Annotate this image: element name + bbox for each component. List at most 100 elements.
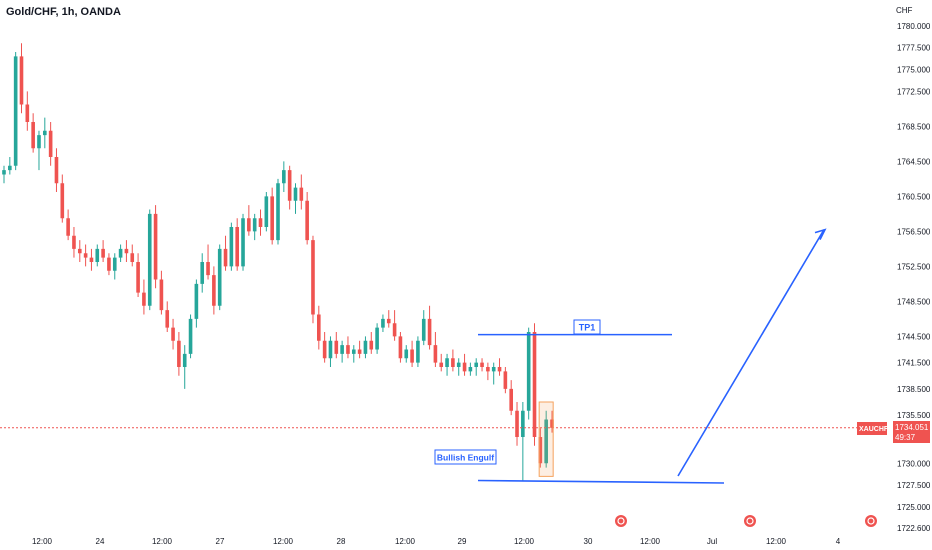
candle: [462, 353, 467, 376]
candle-body: [503, 371, 508, 389]
price-tick-label: 1722.600: [897, 524, 931, 533]
time-tick-label: 29: [458, 537, 467, 546]
candle: [25, 91, 30, 131]
candle: [31, 113, 35, 153]
candle: [264, 192, 269, 232]
candle: [445, 353, 449, 376]
time-tick-label: 24: [96, 537, 105, 546]
candle: [95, 244, 100, 267]
candle-body: [392, 323, 397, 337]
candle-body: [311, 240, 315, 315]
candle-body: [270, 196, 274, 241]
candle: [142, 279, 146, 315]
pattern-label-box[interactable]: Bullish Engulf: [434, 449, 497, 465]
price-tick-label: 1744.500: [897, 332, 931, 341]
event-icon[interactable]: [865, 515, 877, 527]
candle-body: [147, 213, 152, 306]
candle-body: [474, 362, 479, 367]
candle-body: [305, 200, 309, 241]
candle: [89, 248, 94, 271]
candle-body: [229, 227, 234, 267]
price-tick-label: 1780.000: [897, 22, 931, 31]
candle-body: [433, 345, 438, 363]
candle-body: [43, 130, 47, 136]
candle-body: [515, 410, 519, 437]
candle-body: [427, 318, 432, 346]
candle-body: [532, 332, 537, 437]
tp1-label-box[interactable]: TP1: [573, 319, 601, 335]
candle-body: [287, 170, 292, 201]
candle: [363, 336, 368, 359]
candle-body: [404, 349, 409, 359]
time-tick-label: 12:00: [152, 537, 173, 546]
candle-body: [19, 56, 24, 105]
candle: [381, 314, 385, 332]
time-tick-label: 28: [337, 537, 346, 546]
candle-body: [317, 314, 321, 341]
candle-body: [165, 310, 170, 328]
candle: [194, 279, 199, 328]
candle-body: [445, 358, 449, 367]
price-axis[interactable]: CHF 1780.000 1777.500 1775.000 1772.500 1768…: [896, 6, 931, 533]
time-tick-label: 12:00: [273, 537, 294, 546]
candle-body: [54, 157, 59, 184]
candle: [293, 183, 298, 214]
price-tick-label: 1775.000: [897, 66, 931, 75]
candle-body: [550, 419, 554, 428]
candle-body: [124, 248, 129, 254]
candle-body: [322, 340, 327, 359]
candle-body: [497, 367, 502, 372]
event-icon[interactable]: [615, 515, 627, 527]
candle: [270, 187, 274, 245]
candle: [509, 380, 513, 416]
time-axis[interactable]: 12:00 24 12:00 27 12:00 28 12:00 29 12:00 30 12:00…: [32, 537, 841, 546]
projection-arrow: [677, 229, 825, 477]
candle: [497, 358, 502, 376]
price-tick-label: 1741.500: [897, 359, 931, 368]
event-icon-ring: [746, 517, 754, 525]
candle-body: [328, 340, 333, 359]
candle-body: [194, 283, 199, 319]
candle-body: [223, 248, 228, 267]
candle-body: [136, 262, 140, 293]
time-tick-label: 12:00: [766, 537, 787, 546]
candle: [118, 244, 123, 262]
candle-body: [334, 340, 339, 354]
candle: [101, 240, 105, 262]
price-tick-label: 1756.500: [897, 227, 931, 236]
candle: [392, 310, 397, 341]
symbol-title: Gold/CHF, 1h, OANDA: [6, 6, 121, 18]
candle-body: [538, 437, 543, 464]
candle: [386, 310, 391, 328]
event-icon[interactable]: [744, 515, 756, 527]
candle: [287, 165, 292, 210]
candle-body: [247, 218, 251, 232]
price-tick-label: 1730.000: [897, 459, 931, 468]
candle: [241, 213, 245, 271]
candle: [526, 327, 531, 420]
candle-body: [2, 170, 6, 175]
event-icon-circle: [744, 515, 756, 527]
candle: [416, 336, 420, 367]
candle-body: [25, 104, 30, 122]
projection-arrow-head: [814, 228, 827, 240]
price-tick-label: 1727.500: [897, 481, 931, 490]
pattern-label: Bullish Engulf: [437, 453, 494, 463]
candle: [357, 340, 362, 359]
candle-body: [83, 253, 88, 258]
last-price-badge: XAUCHF 1734.051 49:37: [857, 421, 930, 443]
candle: [229, 222, 234, 271]
price-tick-label: 1738.500: [897, 385, 931, 394]
candles-layer: [2, 43, 554, 481]
engulf-highlight-box: [538, 401, 554, 477]
price-tick-label: 1768.500: [897, 122, 931, 131]
candle: [456, 358, 461, 376]
candle: [252, 213, 257, 241]
candle: [451, 349, 455, 372]
candle-body: [282, 170, 286, 184]
price-tick-label: 1735.500: [897, 411, 931, 420]
event-icon-circle: [865, 515, 877, 527]
candle: [340, 340, 344, 363]
candle: [515, 402, 519, 446]
